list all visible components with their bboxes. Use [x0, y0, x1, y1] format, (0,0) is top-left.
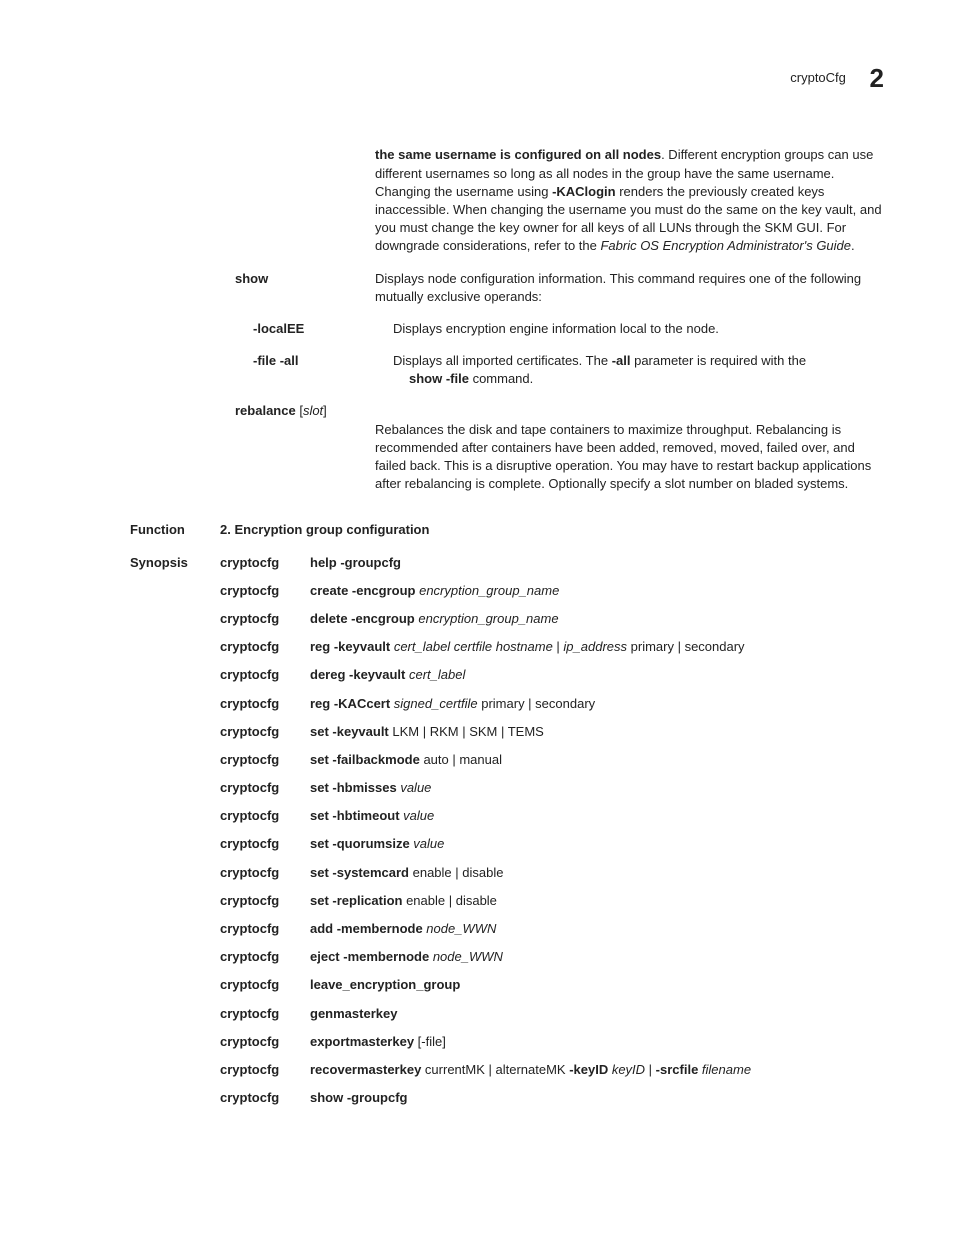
synopsis-args: help -groupcfg [310, 554, 884, 572]
synopsis-cmd: cryptocfg [220, 835, 310, 853]
synopsis-row: cryptocfgeject -membernode node_WWN [220, 948, 884, 966]
synopsis-cmd: cryptocfg [220, 1061, 310, 1079]
page-header: cryptoCfg 2 [130, 60, 884, 96]
function-label: Function [130, 521, 220, 539]
term-localee: -localEE [235, 320, 393, 338]
synopsis-cmd: cryptocfg [220, 638, 310, 656]
def-file-all: -file -all Displays all imported certifi… [235, 352, 884, 388]
synopsis-row: cryptocfgreg -keyvault cert_label certfi… [220, 638, 884, 656]
synopsis-row: cryptocfgset -systemcard enable | disabl… [220, 864, 884, 882]
synopsis-section: Synopsis cryptocfghelp -groupcfgcryptocf… [220, 554, 884, 1118]
synopsis-row: cryptocfgset -replication enable | disab… [220, 892, 884, 910]
synopsis-row: cryptocfgdelete -encgroup encryption_gro… [220, 610, 884, 628]
function-section: Function 2. Encryption group configurati… [220, 521, 884, 539]
synopsis-list: cryptocfghelp -groupcfgcryptocfgcreate -… [220, 554, 884, 1118]
synopsis-cmd: cryptocfg [220, 554, 310, 572]
synopsis-row: cryptocfgset -failbackmode auto | manual [220, 751, 884, 769]
desc-localee: Displays encryption engine information l… [393, 320, 884, 338]
synopsis-args: set -failbackmode auto | manual [310, 751, 884, 769]
synopsis-args: set -hbtimeout value [310, 807, 884, 825]
synopsis-row: cryptocfgleave_encryption_group [220, 976, 884, 994]
synopsis-label: Synopsis [130, 554, 220, 1118]
synopsis-cmd: cryptocfg [220, 1089, 310, 1107]
def-localee: -localEE Displays encryption engine info… [235, 320, 884, 338]
synopsis-cmd: cryptocfg [220, 582, 310, 600]
synopsis-args: set -hbmisses value [310, 779, 884, 797]
synopsis-cmd: cryptocfg [220, 976, 310, 994]
synopsis-cmd: cryptocfg [220, 1005, 310, 1023]
synopsis-cmd: cryptocfg [220, 666, 310, 684]
definitions-block: the same username is configured on all n… [235, 146, 884, 493]
synopsis-args: reg -keyvault cert_label certfile hostna… [310, 638, 884, 656]
synopsis-row: cryptocfgset -keyvault LKM | RKM | SKM |… [220, 723, 884, 741]
synopsis-row: cryptocfgset -hbmisses value [220, 779, 884, 797]
synopsis-row: cryptocfgexportmasterkey [-file] [220, 1033, 884, 1051]
function-title: 2. Encryption group configuration [220, 521, 884, 539]
page: cryptoCfg 2 the same username is configu… [0, 0, 954, 1235]
synopsis-args: dereg -keyvault cert_label [310, 666, 884, 684]
synopsis-cmd: cryptocfg [220, 779, 310, 797]
synopsis-args: set -keyvault LKM | RKM | SKM | TEMS [310, 723, 884, 741]
synopsis-args: recovermasterkey currentMK | alternateMK… [310, 1061, 884, 1079]
synopsis-row: cryptocfgdereg -keyvault cert_label [220, 666, 884, 684]
synopsis-row: cryptocfgreg -KACcert signed_certfile pr… [220, 695, 884, 713]
synopsis-row: cryptocfgrecovermasterkey currentMK | al… [220, 1061, 884, 1079]
synopsis-row: cryptocfgcreate -encgroup encryption_gro… [220, 582, 884, 600]
intro-paragraph: the same username is configured on all n… [375, 146, 884, 255]
synopsis-cmd: cryptocfg [220, 723, 310, 741]
term-file-all: -file -all [235, 352, 393, 388]
synopsis-cmd: cryptocfg [220, 892, 310, 910]
synopsis-cmd: cryptocfg [220, 948, 310, 966]
synopsis-row: cryptocfggenmasterkey [220, 1005, 884, 1023]
synopsis-args: leave_encryption_group [310, 976, 884, 994]
synopsis-row: cryptocfgadd -membernode node_WWN [220, 920, 884, 938]
synopsis-cmd: cryptocfg [220, 807, 310, 825]
synopsis-cmd: cryptocfg [220, 695, 310, 713]
def-rebalance: rebalance [slot] Rebalances the disk and… [235, 402, 884, 493]
synopsis-cmd: cryptocfg [220, 920, 310, 938]
header-chapter: 2 [870, 60, 884, 96]
synopsis-row: cryptocfgshow -groupcfg [220, 1089, 884, 1107]
synopsis-args: delete -encgroup encryption_group_name [310, 610, 884, 628]
desc-show: Displays node configuration information.… [375, 270, 884, 306]
synopsis-cmd: cryptocfg [220, 751, 310, 769]
header-title: cryptoCfg [790, 69, 846, 87]
synopsis-cmd: cryptocfg [220, 610, 310, 628]
synopsis-args: show -groupcfg [310, 1089, 884, 1107]
synopsis-args: create -encgroup encryption_group_name [310, 582, 884, 600]
desc-rebalance: Rebalances the disk and tape containers … [375, 421, 884, 494]
synopsis-args: exportmasterkey [-file] [310, 1033, 884, 1051]
synopsis-row: cryptocfgset -hbtimeout value [220, 807, 884, 825]
synopsis-args: set -replication enable | disable [310, 892, 884, 910]
def-show: show Displays node configuration informa… [235, 270, 884, 306]
synopsis-cmd: cryptocfg [220, 864, 310, 882]
synopsis-row: cryptocfgset -quorumsize value [220, 835, 884, 853]
term-rebalance: rebalance [slot] [235, 402, 884, 420]
synopsis-args: add -membernode node_WWN [310, 920, 884, 938]
synopsis-args: genmasterkey [310, 1005, 884, 1023]
synopsis-args: reg -KACcert signed_certfile primary | s… [310, 695, 884, 713]
synopsis-row: cryptocfghelp -groupcfg [220, 554, 884, 572]
synopsis-args: set -quorumsize value [310, 835, 884, 853]
intro-row: the same username is configured on all n… [235, 146, 884, 255]
synopsis-args: eject -membernode node_WWN [310, 948, 884, 966]
synopsis-cmd: cryptocfg [220, 1033, 310, 1051]
desc-file-all: Displays all imported certificates. The … [393, 352, 884, 388]
synopsis-args: set -systemcard enable | disable [310, 864, 884, 882]
term-show: show [235, 270, 375, 306]
